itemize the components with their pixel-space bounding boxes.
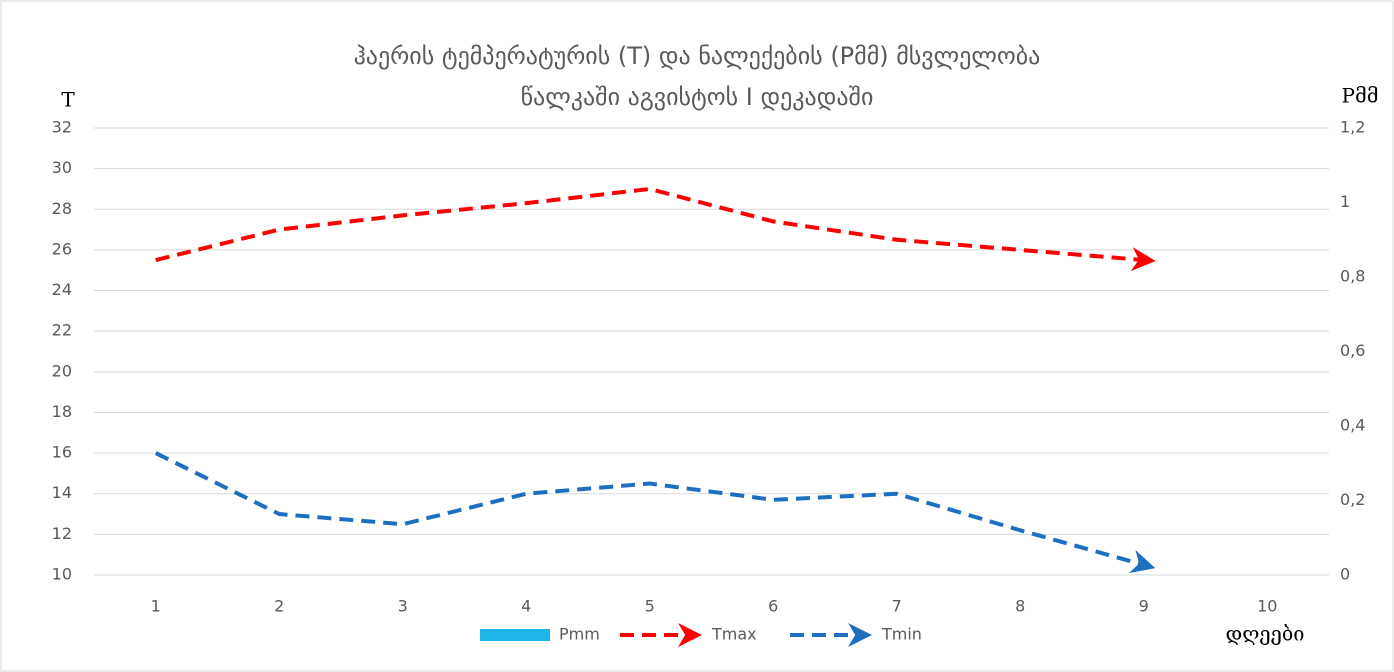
- y2-tick-label: 0,2: [1340, 490, 1365, 509]
- x-tick-label: 10: [1257, 597, 1277, 616]
- y-tick-label: 18: [52, 402, 72, 421]
- y2-tick-label: 0: [1340, 565, 1350, 584]
- y-tick-label: 10: [52, 565, 72, 584]
- y-tick-label: 16: [52, 443, 72, 462]
- legend-swatch: [480, 629, 550, 641]
- y2-tick-label: 1: [1340, 192, 1350, 211]
- y-axis-label: T: [61, 88, 75, 112]
- y2-tick-label: 0,8: [1340, 267, 1365, 286]
- legend-label: Tmax: [711, 625, 757, 644]
- x-tick-label: 5: [645, 597, 655, 616]
- line-series: [154, 451, 1156, 574]
- y-tick-label: 20: [52, 361, 72, 380]
- y2-tick-label: 0,6: [1340, 341, 1365, 360]
- y-tick-label: 26: [52, 239, 72, 258]
- y2-tick-label: 1,2: [1340, 118, 1365, 137]
- y-tick-label: 30: [52, 158, 72, 177]
- y-tick-label: 14: [52, 483, 72, 502]
- x-tick-label: 9: [1139, 597, 1149, 616]
- x-tick-label: 1: [151, 597, 161, 616]
- y2-tick-label: 0,4: [1340, 416, 1365, 435]
- chart-title: ჰაერის ტემპერატურის (T) და ნალექების (Pმ…: [354, 42, 1041, 70]
- y-tick-label: 28: [52, 199, 72, 218]
- y-tick-label: 12: [52, 524, 72, 543]
- x-tick-label: 2: [274, 597, 284, 616]
- chart-title: წალკაში აგვისტოს I დეკადაში: [521, 83, 874, 111]
- x-tick-label: 4: [521, 597, 531, 616]
- x-axis-label: დღეები: [1226, 622, 1305, 646]
- y-tick-label: 24: [52, 280, 72, 299]
- x-tick-label: 7: [892, 597, 902, 616]
- x-tick-label: 3: [398, 597, 408, 616]
- legend-label: Pmm: [559, 625, 600, 644]
- y-tick-label: 22: [52, 321, 72, 340]
- legend-label: Tmin: [881, 625, 922, 644]
- y-tick-label: 32: [52, 118, 72, 137]
- x-tick-label: 6: [768, 597, 778, 616]
- y2-axis-label: Pმმ: [1342, 84, 1379, 108]
- x-tick-label: 8: [1015, 597, 1025, 616]
